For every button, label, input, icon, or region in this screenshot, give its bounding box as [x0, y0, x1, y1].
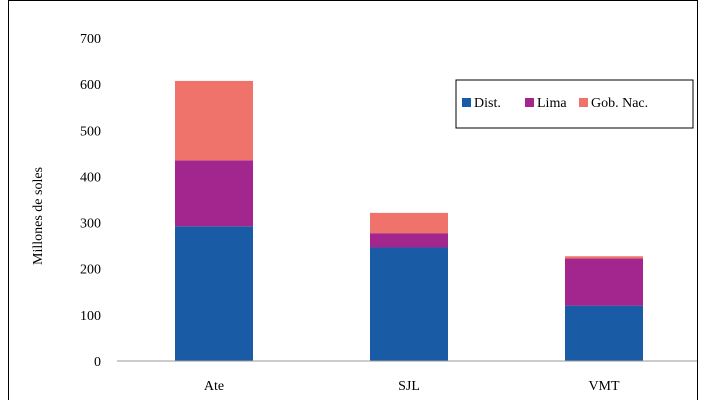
bar-ate-dist — [175, 226, 253, 361]
bars-layer — [175, 80, 643, 361]
y-tick-label-600: 600 — [80, 78, 101, 93]
bar-ate-lima — [175, 160, 253, 227]
legend-box — [455, 79, 694, 129]
chart-frame: 0 100 200 300 400 500 600 700 Ate SJL VMT Millone… — [8, 0, 698, 400]
x-tick-label-sjl: SJL — [398, 379, 420, 394]
legend-swatch-dist — [462, 98, 471, 107]
legend-swatch-gob-nac — [579, 98, 588, 107]
legend-label-gob-nac: Gob. Nac. — [591, 96, 648, 111]
y-axis: 0 100 200 300 400 500 600 700 — [80, 32, 101, 370]
legend-label-lima: Lima — [537, 96, 567, 111]
bar-vmt-lima — [565, 258, 643, 306]
legend-swatch-lima — [525, 98, 534, 107]
y-tick-label-300: 300 — [80, 217, 101, 232]
y-tick-label-200: 200 — [80, 263, 101, 278]
y-tick-label-100: 100 — [80, 309, 101, 324]
stacked-bar-chart: 0 100 200 300 400 500 600 700 Ate SJL VMT Millone… — [31, 32, 697, 394]
y-axis-label: Millones de soles — [31, 167, 46, 265]
bar-sjl-gob-nac — [370, 212, 448, 234]
x-tick-label-ate: Ate — [204, 379, 224, 394]
y-tick-label-0: 0 — [94, 355, 101, 370]
legend-label-dist: Dist. — [474, 96, 501, 111]
bar-ate-gob-nac — [175, 80, 253, 161]
bar-vmt-gob-nac — [565, 256, 643, 259]
legend: Dist. Lima Gob. Nac. — [455, 79, 694, 129]
bar-sjl-dist — [370, 247, 448, 361]
bar-sjl-lima — [370, 233, 448, 248]
y-tick-label-500: 500 — [80, 124, 101, 139]
bar-vmt-dist — [565, 305, 643, 361]
x-tick-label-vmt: VMT — [588, 379, 620, 394]
x-axis: Ate SJL VMT — [117, 360, 697, 394]
y-tick-label-700: 700 — [80, 32, 101, 47]
y-tick-label-400: 400 — [80, 170, 101, 185]
